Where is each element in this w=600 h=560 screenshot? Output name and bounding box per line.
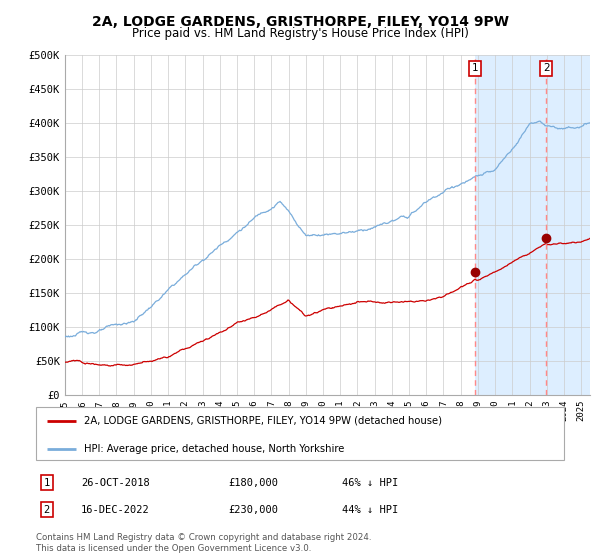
Bar bbox=[475, 55, 590, 395]
Text: Contains HM Land Registry data © Crown copyright and database right 2024.
This d: Contains HM Land Registry data © Crown c… bbox=[36, 533, 371, 553]
Text: 46% ↓ HPI: 46% ↓ HPI bbox=[342, 478, 398, 488]
Text: 2: 2 bbox=[44, 505, 50, 515]
Text: HPI: Average price, detached house, North Yorkshire: HPI: Average price, detached house, Nort… bbox=[83, 444, 344, 454]
FancyBboxPatch shape bbox=[36, 407, 564, 460]
Text: 1: 1 bbox=[44, 478, 50, 488]
Text: Price paid vs. HM Land Registry's House Price Index (HPI): Price paid vs. HM Land Registry's House … bbox=[131, 27, 469, 40]
Text: 2A, LODGE GARDENS, GRISTHORPE, FILEY, YO14 9PW (detached house): 2A, LODGE GARDENS, GRISTHORPE, FILEY, YO… bbox=[83, 416, 442, 426]
Text: 16-DEC-2022: 16-DEC-2022 bbox=[81, 505, 150, 515]
Text: 2: 2 bbox=[543, 63, 550, 73]
Text: 44% ↓ HPI: 44% ↓ HPI bbox=[342, 505, 398, 515]
Text: 1: 1 bbox=[472, 63, 478, 73]
Text: 2A, LODGE GARDENS, GRISTHORPE, FILEY, YO14 9PW: 2A, LODGE GARDENS, GRISTHORPE, FILEY, YO… bbox=[91, 15, 509, 29]
Text: £180,000: £180,000 bbox=[228, 478, 278, 488]
Text: 26-OCT-2018: 26-OCT-2018 bbox=[81, 478, 150, 488]
Text: £230,000: £230,000 bbox=[228, 505, 278, 515]
